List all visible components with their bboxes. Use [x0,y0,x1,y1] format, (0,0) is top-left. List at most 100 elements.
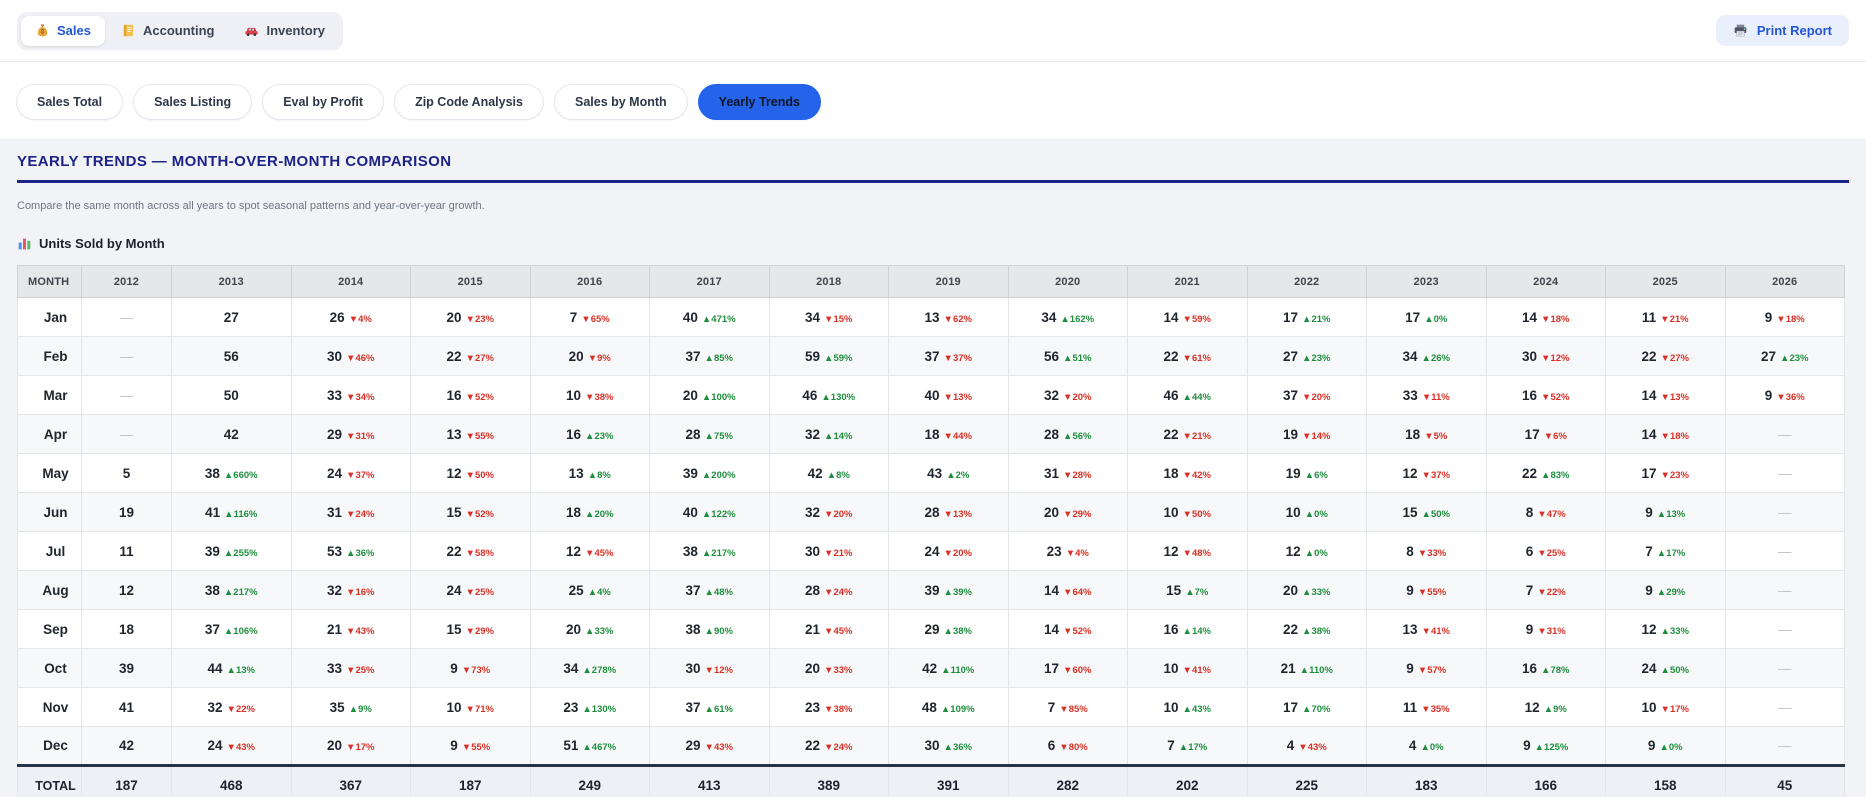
change-badge: ▲0% [1424,313,1448,325]
total-value: 45 [1724,764,1845,797]
value-cell: 42 ▲8% [768,453,889,493]
units-value: 12 [1163,543,1179,559]
report-tab-sales-by-month[interactable]: Sales by Month [553,84,688,120]
change-badge: ▼14% [1302,430,1331,442]
value-cell: 21 ▼45% [768,609,889,649]
value-cell: 16 ▲78% [1485,648,1606,688]
change-badge: ▼5% [1424,430,1448,442]
units-value: 9 [1523,738,1531,753]
units-value: 35 [329,699,345,715]
report-tab-eval-by-profit[interactable]: Eval by Profit [262,84,385,120]
ledger-icon [123,24,134,37]
column-header-year: 2012 [81,265,172,298]
column-header-year: 2025 [1605,265,1726,298]
units-value: 30 [327,348,343,364]
units-value: 9 [450,660,458,676]
report-tab-yearly-trends[interactable]: Yearly Trends [697,84,821,120]
value-cell: 12 ▼37% [1366,453,1487,493]
total-value: 389 [768,764,889,797]
value-cell: 56 ▲51% [1007,336,1128,376]
change-badge: ▲660% [223,469,258,481]
value-cell: 28 ▲75% [649,414,770,454]
units-value: 56 [223,348,239,364]
change-badge: ▼85% [1059,703,1088,715]
change-badge: ▼25% [465,586,494,598]
tab-inventory[interactable]: Inventory [230,16,339,46]
change-badge: ▼55% [461,742,491,753]
units-value: 30 [924,738,940,753]
value-cell: 16 ▲23% [529,414,650,454]
units-value: 17 [1641,465,1657,481]
value-cell: 12 ▼50% [410,453,531,493]
value-cell: — [81,375,172,415]
value-cell: 18 ▼5% [1366,414,1487,454]
month-label: Dec [17,726,82,766]
value-cell: 21 ▼43% [290,609,411,649]
change-badge: ▼18% [1660,430,1689,442]
column-header-year: 2013 [171,265,292,298]
tab-label: Accounting [142,23,215,38]
units-value: 10 [1163,699,1179,715]
value-cell: 23 ▼4% [1007,531,1128,571]
value-cell: 15 ▲50% [1366,492,1487,532]
report-tab-sales-total[interactable]: Sales Total [16,84,124,120]
change-badge: ▲116% [224,508,258,520]
value-cell: 17 ▲70% [1246,687,1367,727]
change-badge: ▼21% [1660,313,1689,325]
units-value: 23 [805,699,821,715]
tab-sales[interactable]: Sales [21,15,105,46]
change-badge: ▼42% [1182,469,1211,481]
units-value: 16 [446,387,462,403]
title-underline [17,180,1849,183]
total-value: 158 [1605,764,1726,797]
table-row: Jan —27 26 ▼4% 20 ▼23% 7 ▼65% 40 ▲471% 34 ▼15% 13 ▼62… [17,297,1845,337]
value-cell: 17 ▼23% [1605,453,1726,493]
change-badge: ▼41% [1182,664,1211,676]
change-badge: ▼33% [1417,547,1447,559]
change-badge: ▼52% [1063,625,1092,637]
units-value: 6 [1525,543,1534,559]
units-value: 30 [1522,348,1538,364]
value-cell: 15 ▲7% [1127,570,1248,610]
value-cell: 10 ▲43% [1127,687,1248,727]
units-value: 33 [1402,387,1418,403]
value-cell: 28 ▼24% [768,570,889,610]
tab-accounting[interactable]: Accounting [107,16,229,46]
value-cell: 10 ▼41% [1127,648,1248,688]
value-cell: — [1724,570,1845,610]
units-value: 38 [685,621,701,637]
units-value: 21 [327,621,343,637]
print-report-button[interactable]: Print Report [1715,15,1849,46]
units-value: 20 [1283,582,1299,598]
units-value: 11 [1641,309,1657,325]
units-value: 9 [1764,309,1773,325]
units-value: 37 [685,582,701,598]
units-value: 24 [446,582,462,598]
change-badge: ▲162% [1060,313,1095,325]
value-cell: 10 ▼71% [410,687,531,727]
month-label: Aug [17,570,82,610]
change-badge: ▲13% [226,664,255,676]
report-tab-sales-listing[interactable]: Sales Listing [133,84,253,120]
units-value: 4 [1286,738,1295,753]
month-label: Sep [17,609,82,649]
units-value: 42 [807,465,823,481]
change-badge: ▼35% [1421,703,1450,715]
value-cell: 17 ▼6% [1485,414,1606,454]
empty-value: — [1778,504,1792,520]
value-cell: 4 ▲0% [1366,726,1487,766]
change-badge: ▼37% [1421,469,1450,481]
report-tab-zip-code-analysis[interactable]: Zip Code Analysis [394,84,544,120]
change-badge: ▼52% [1541,391,1570,403]
change-badge: ▼29% [465,625,494,637]
change-badge: ▲61% [704,703,733,715]
value-cell: 14 ▼18% [1485,297,1606,337]
units-value: 13 [924,309,940,325]
units-value: 7 [1167,738,1175,753]
value-cell: 9 ▼36% [1724,375,1845,415]
change-badge: ▲43% [1182,703,1211,715]
change-badge: ▼20% [824,508,853,520]
units-value: 22 [1163,348,1179,364]
column-header-year: 2018 [768,265,889,298]
value-cell: 28 ▼13% [888,492,1009,532]
